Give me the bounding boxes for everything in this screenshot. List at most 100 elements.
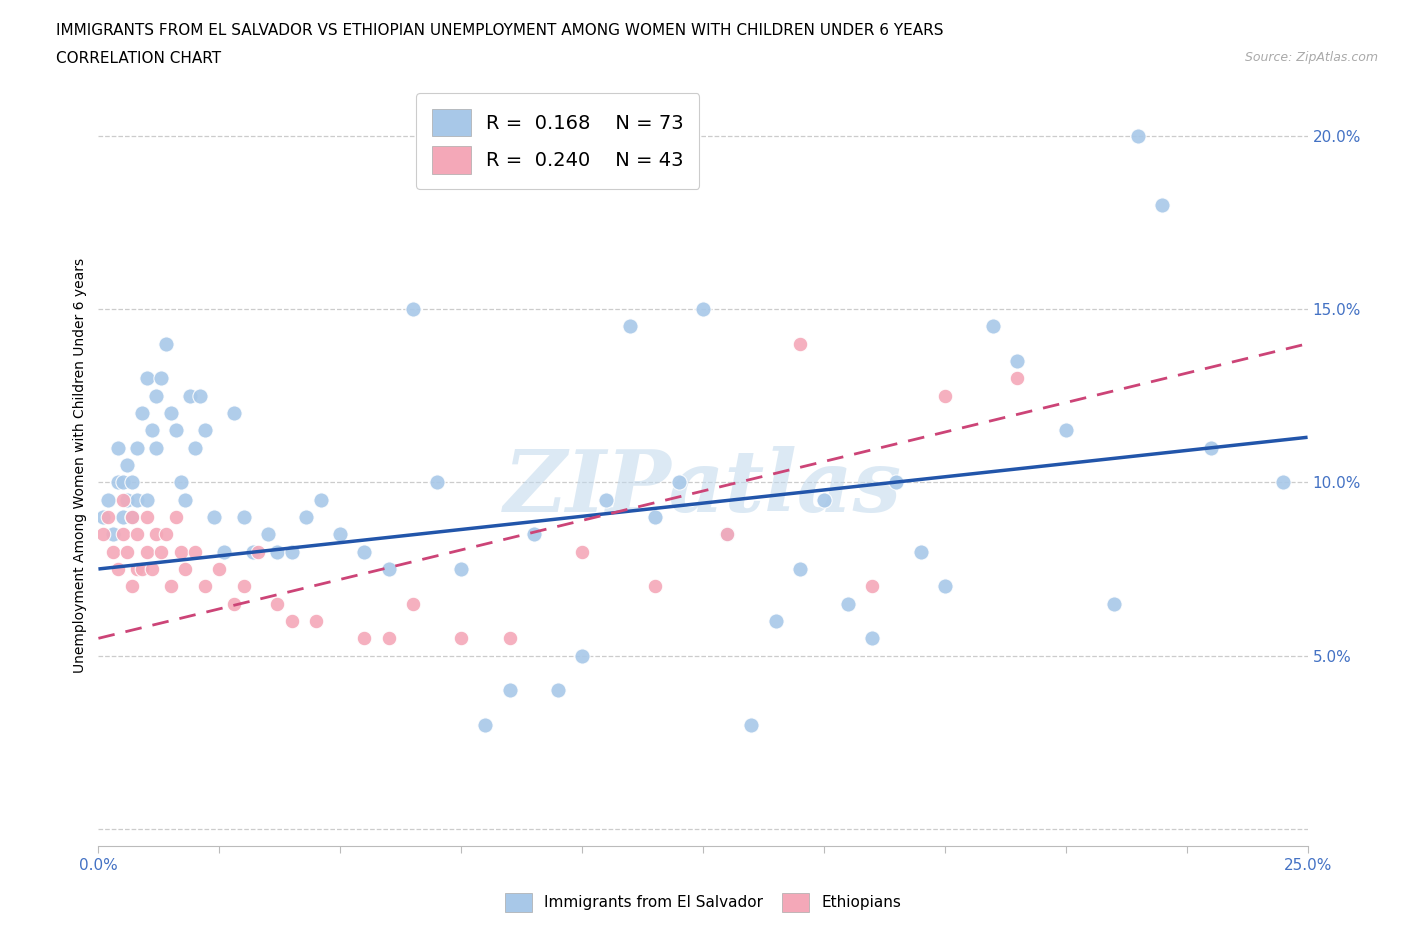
Point bbox=[450, 631, 472, 645]
Point bbox=[145, 527, 167, 542]
Point bbox=[188, 388, 211, 403]
Point bbox=[886, 475, 908, 490]
Point bbox=[644, 578, 666, 593]
Point bbox=[135, 492, 157, 507]
Point bbox=[107, 440, 129, 455]
Point bbox=[169, 475, 191, 490]
Point bbox=[426, 475, 449, 490]
Point bbox=[131, 562, 153, 577]
Point bbox=[121, 510, 143, 525]
Point bbox=[222, 405, 245, 420]
Point bbox=[208, 562, 231, 577]
Point bbox=[402, 301, 425, 316]
Point bbox=[150, 544, 173, 559]
Point bbox=[141, 562, 163, 577]
Point bbox=[860, 578, 883, 593]
Point bbox=[242, 544, 264, 559]
Point bbox=[107, 562, 129, 577]
Point bbox=[135, 544, 157, 559]
Point bbox=[111, 492, 134, 507]
Point bbox=[127, 562, 149, 577]
Point bbox=[169, 544, 191, 559]
Point bbox=[934, 578, 956, 593]
Point bbox=[204, 510, 226, 525]
Point bbox=[160, 578, 183, 593]
Point bbox=[117, 544, 139, 559]
Point bbox=[266, 544, 288, 559]
Point bbox=[131, 405, 153, 420]
Point bbox=[155, 337, 177, 352]
Point bbox=[212, 544, 235, 559]
Point bbox=[789, 337, 811, 352]
Point bbox=[184, 440, 207, 455]
Point bbox=[789, 562, 811, 577]
Point bbox=[716, 527, 738, 542]
Point bbox=[111, 527, 134, 542]
Point bbox=[281, 544, 304, 559]
Point bbox=[135, 371, 157, 386]
Point bbox=[1007, 371, 1029, 386]
Point bbox=[1152, 197, 1174, 212]
Point bbox=[160, 405, 183, 420]
Point bbox=[232, 510, 254, 525]
Point bbox=[111, 510, 134, 525]
Point bbox=[127, 527, 149, 542]
Point bbox=[450, 562, 472, 577]
Point bbox=[184, 544, 207, 559]
Point bbox=[121, 578, 143, 593]
Point bbox=[1054, 423, 1077, 438]
Point bbox=[740, 718, 762, 733]
Point bbox=[1199, 440, 1222, 455]
Point bbox=[127, 440, 149, 455]
Point bbox=[232, 578, 254, 593]
Point bbox=[571, 648, 593, 663]
Point bbox=[101, 527, 124, 542]
Point bbox=[934, 388, 956, 403]
Point bbox=[97, 492, 120, 507]
Point bbox=[329, 527, 352, 542]
Point bbox=[668, 475, 690, 490]
Point bbox=[150, 371, 173, 386]
Point bbox=[281, 614, 304, 629]
Point bbox=[377, 631, 399, 645]
Point bbox=[194, 423, 217, 438]
Point bbox=[145, 440, 167, 455]
Point bbox=[377, 562, 399, 577]
Point bbox=[547, 683, 569, 698]
Point bbox=[716, 527, 738, 542]
Point bbox=[101, 544, 124, 559]
Point bbox=[981, 319, 1004, 334]
Point bbox=[179, 388, 201, 403]
Point bbox=[523, 527, 546, 542]
Point bbox=[165, 510, 187, 525]
Point bbox=[91, 527, 114, 542]
Point bbox=[135, 510, 157, 525]
Point bbox=[860, 631, 883, 645]
Point bbox=[121, 475, 143, 490]
Point bbox=[309, 492, 332, 507]
Point bbox=[813, 492, 835, 507]
Point bbox=[498, 631, 520, 645]
Point bbox=[91, 510, 114, 525]
Point bbox=[194, 578, 217, 593]
Point bbox=[353, 544, 375, 559]
Point bbox=[145, 388, 167, 403]
Point bbox=[837, 596, 859, 611]
Point bbox=[1128, 128, 1150, 143]
Point bbox=[107, 475, 129, 490]
Point bbox=[155, 527, 177, 542]
Text: IMMIGRANTS FROM EL SALVADOR VS ETHIOPIAN UNEMPLOYMENT AMONG WOMEN WITH CHILDREN : IMMIGRANTS FROM EL SALVADOR VS ETHIOPIAN… bbox=[56, 23, 943, 38]
Y-axis label: Unemployment Among Women with Children Under 6 years: Unemployment Among Women with Children U… bbox=[73, 258, 87, 672]
Point bbox=[1102, 596, 1125, 611]
Point bbox=[402, 596, 425, 611]
Point bbox=[910, 544, 932, 559]
Text: Source: ZipAtlas.com: Source: ZipAtlas.com bbox=[1244, 51, 1378, 64]
Point bbox=[97, 510, 120, 525]
Point bbox=[174, 562, 197, 577]
Point bbox=[266, 596, 288, 611]
Legend: Immigrants from El Salvador, Ethiopians: Immigrants from El Salvador, Ethiopians bbox=[499, 887, 907, 918]
Point bbox=[117, 458, 139, 472]
Point bbox=[247, 544, 270, 559]
Text: CORRELATION CHART: CORRELATION CHART bbox=[56, 51, 221, 66]
Point bbox=[644, 510, 666, 525]
